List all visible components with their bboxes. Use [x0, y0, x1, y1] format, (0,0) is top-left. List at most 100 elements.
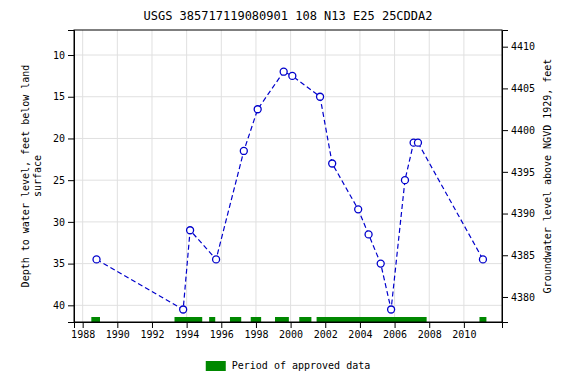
tick: 4395	[502, 167, 535, 178]
tick-label: 30	[53, 217, 65, 228]
y2-axis: 4380 4385 4390 4395 4400 4405 4410	[502, 31, 535, 323]
tick: 2000	[279, 322, 303, 340]
tick-label: 2010	[452, 329, 476, 340]
tick-label: 25	[53, 175, 65, 186]
legend-item: Period of approved data	[206, 360, 370, 371]
tick: 1996	[210, 322, 234, 340]
series-marker	[414, 139, 421, 146]
grid-line	[463, 30, 464, 322]
grid	[74, 30, 502, 322]
series-marker	[280, 68, 287, 75]
series-marker	[289, 72, 296, 79]
series-marker	[254, 106, 261, 113]
grid-line	[117, 30, 118, 322]
tick-mark	[256, 322, 257, 328]
tick-mark	[502, 214, 508, 215]
tick: 2004	[348, 322, 372, 340]
tick-mark	[502, 88, 508, 89]
approved-period-bar	[91, 317, 100, 322]
tick-label: 4395	[511, 167, 535, 178]
tick: 35	[53, 258, 74, 269]
legend-label: Period of approved data	[232, 360, 370, 371]
tick-label: 4410	[511, 41, 535, 52]
tick: 4405	[502, 83, 535, 94]
tick-label: 4400	[511, 125, 535, 136]
tick: 30	[53, 217, 74, 228]
plot-frame	[74, 30, 502, 322]
tick-label: 4380	[511, 292, 535, 303]
tick-label: 2006	[383, 329, 407, 340]
tick-label: 20	[53, 133, 65, 144]
approved-period-bar	[209, 317, 215, 322]
series-marker	[317, 93, 324, 100]
tick-mark	[68, 305, 74, 306]
tick: 10	[53, 50, 74, 61]
tick-label: 2008	[418, 329, 442, 340]
grid-line	[255, 30, 256, 322]
grid-line	[429, 30, 430, 322]
tick-label: 2002	[314, 329, 338, 340]
axis-line	[503, 31, 509, 323]
grid-line	[74, 180, 502, 181]
tick-label: 4405	[511, 83, 535, 94]
tick: 20	[53, 133, 74, 144]
tick-label: 2000	[279, 329, 303, 340]
grid-line	[221, 30, 222, 322]
series-marker	[329, 160, 336, 167]
series-marker	[388, 306, 395, 313]
tick-mark	[83, 322, 84, 328]
grid-line	[82, 30, 83, 322]
tick-label: 1990	[106, 329, 130, 340]
chart: 1988 1990 1992 1994 1996 1998 2000 2002 2004 2006…	[0, 0, 576, 384]
tick: 1992	[140, 322, 164, 340]
tick-mark	[502, 172, 508, 173]
tick: 4380	[502, 292, 535, 303]
approved-period-bar	[479, 317, 486, 322]
tick: 2008	[418, 322, 442, 340]
tick: 4410	[502, 41, 535, 52]
tick: 40	[53, 300, 74, 311]
series-marker	[479, 256, 486, 263]
tick-mark	[68, 180, 74, 181]
tick: 1988	[71, 322, 95, 340]
series-marker	[240, 147, 247, 154]
approved-period-bar	[317, 317, 427, 322]
grid-line	[74, 221, 502, 222]
tick-mark	[429, 322, 430, 328]
tick-mark	[502, 130, 508, 131]
approved-period-bar	[230, 317, 241, 322]
tick-label: 40	[53, 300, 65, 311]
series-marker	[401, 177, 408, 184]
approved-period-bar	[299, 317, 311, 322]
grid-line	[74, 263, 502, 264]
tick-label: 10	[53, 50, 65, 61]
tick-mark	[117, 322, 118, 328]
tick-mark	[68, 138, 74, 139]
series-marker	[213, 256, 220, 263]
tick: 1990	[106, 322, 130, 340]
tick-mark	[221, 322, 222, 328]
grid-line	[74, 305, 502, 306]
x-axis: 1988 1990 1992 1994 1996 1998 2000 2002 2004 2006…	[71, 322, 502, 340]
tick-mark	[291, 322, 292, 328]
tick-label: 1994	[175, 329, 199, 340]
tick-mark	[464, 322, 465, 328]
series-marker	[187, 227, 194, 234]
tick-label: 1992	[140, 329, 164, 340]
series-marker	[93, 256, 100, 263]
approved-period-bar	[175, 317, 203, 322]
tick-label: 4385	[511, 250, 535, 261]
tick: 4390	[502, 208, 535, 219]
grid-line	[74, 55, 502, 56]
tick-mark	[68, 222, 74, 223]
tick-mark	[502, 297, 508, 298]
tick-label: 4390	[511, 208, 535, 219]
tick: 2002	[314, 322, 338, 340]
series-marker	[180, 306, 187, 313]
tick-mark	[502, 47, 508, 48]
y-axis-title: Depth to water level, feet below landsur…	[20, 65, 43, 288]
axis-line	[68, 31, 75, 323]
tick: 1998	[244, 322, 268, 340]
tick-mark	[68, 55, 74, 56]
title: USGS 385717119080901 108 N13 E25 25CDDA2	[144, 9, 433, 23]
